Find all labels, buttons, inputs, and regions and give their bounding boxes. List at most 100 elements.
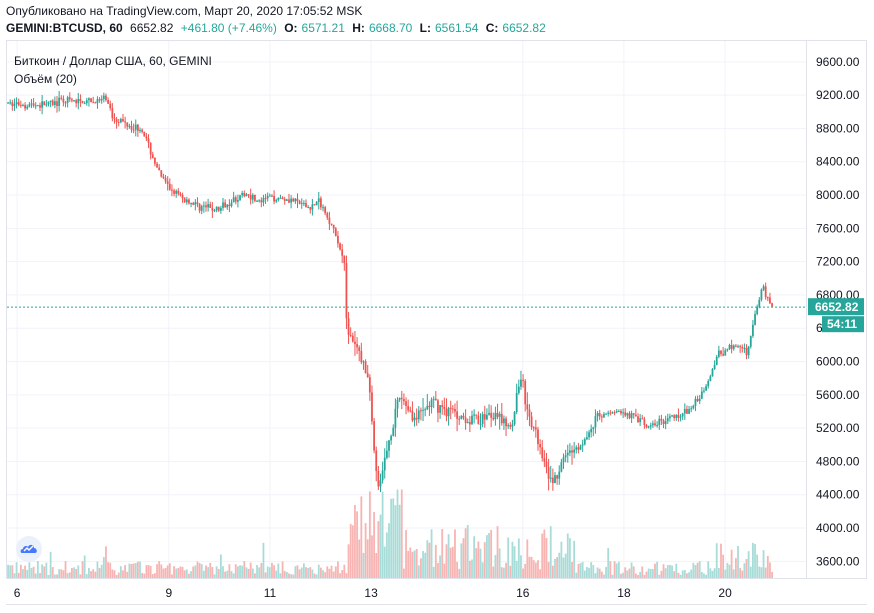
- candle-body: [100, 98, 103, 101]
- candle-body: [541, 447, 544, 459]
- candle-body: [154, 157, 156, 164]
- candle-body: [656, 425, 659, 427]
- candle-body: [347, 318, 350, 335]
- candle-body: [402, 399, 405, 402]
- candle-body: [288, 199, 290, 203]
- volume-bar: [100, 564, 103, 578]
- candle-body: [560, 462, 563, 472]
- volume-bar: [60, 569, 63, 578]
- candle-body: [102, 95, 105, 99]
- candle-body: [539, 444, 541, 448]
- candle-body: [551, 477, 554, 484]
- volume-bar: [266, 566, 269, 578]
- candle-body: [464, 417, 467, 423]
- candle-body: [745, 347, 748, 356]
- volume-bar: [651, 568, 654, 578]
- volume-bar: [328, 568, 331, 578]
- candle-body: [337, 235, 339, 244]
- volume-bar: [168, 563, 171, 578]
- candle-body: [607, 412, 610, 414]
- volume-bar: [581, 561, 584, 578]
- volume-bar: [362, 552, 365, 578]
- candle-body: [168, 183, 171, 190]
- volume-bar: [11, 565, 14, 578]
- candle-body: [752, 324, 754, 337]
- volume-bar: [711, 570, 714, 578]
- candle-body: [285, 199, 288, 201]
- candle-body: [483, 414, 486, 420]
- candle-body: [19, 104, 22, 106]
- chart-pane[interactable]: [6, 40, 807, 579]
- candle-body: [517, 386, 520, 393]
- candle-body: [417, 410, 420, 420]
- volume-bar: [164, 568, 167, 578]
- volume-bar: [439, 555, 441, 578]
- volume-bar: [288, 573, 290, 578]
- candle-body: [726, 349, 729, 351]
- candle-body: [520, 379, 522, 387]
- volume-bar: [9, 565, 12, 578]
- candle-body: [637, 416, 639, 423]
- candle-body: [322, 207, 324, 209]
- volume-bar: [381, 491, 384, 578]
- volume-bar: [600, 571, 603, 578]
- volume-bar: [409, 547, 412, 578]
- volume-bar: [226, 570, 229, 578]
- candle-body: [622, 412, 624, 414]
- candle-body: [705, 386, 707, 391]
- volume-bar: [573, 540, 576, 578]
- volume-legend[interactable]: Объём (20): [14, 72, 77, 86]
- volume-bar: [460, 543, 463, 578]
- volume-bar: [217, 568, 220, 578]
- candle-body: [30, 103, 33, 105]
- candle-body: [503, 418, 505, 424]
- candle-body: [522, 379, 524, 381]
- candle-body: [526, 404, 529, 410]
- candle-body: [143, 131, 146, 137]
- volume-bar: [571, 561, 573, 578]
- candle-body: [109, 103, 112, 109]
- volume-bar: [528, 556, 531, 578]
- volume-bar: [681, 570, 684, 578]
- volume-bar: [543, 529, 546, 578]
- volume-bar: [249, 562, 252, 578]
- volume-bar: [713, 568, 716, 578]
- volume-bar: [420, 558, 422, 578]
- y-tick-label: 7200.00: [816, 255, 860, 269]
- volume-bar: [562, 557, 565, 578]
- candle-body: [628, 413, 631, 419]
- volume-bar: [66, 573, 69, 578]
- volume-bar: [586, 566, 588, 578]
- volume-bar: [28, 562, 31, 578]
- volume-bar: [722, 554, 725, 578]
- volume-bar: [79, 574, 82, 578]
- price-axis[interactable]: [807, 40, 867, 579]
- volume-bar: [764, 567, 767, 578]
- volume-bar: [17, 572, 20, 578]
- candle-body: [290, 198, 293, 203]
- y-tick-label: 9600.00: [816, 55, 860, 69]
- time-axis[interactable]: [6, 579, 867, 605]
- series-legend[interactable]: Биткоин / Доллар США, 60, GEMINI: [14, 54, 212, 68]
- volume-bar: [198, 563, 201, 578]
- volume-bar: [385, 532, 388, 578]
- candle-body: [45, 104, 48, 106]
- high-value: 6668.70: [368, 21, 413, 35]
- volume-bar: [388, 523, 390, 578]
- candle-body: [192, 203, 195, 205]
- volume-bar: [560, 541, 563, 578]
- candle-body: [166, 181, 169, 184]
- volume-bar: [634, 573, 637, 578]
- volume-bar: [109, 562, 112, 578]
- volume-bar: [696, 562, 699, 578]
- volume-bar: [230, 571, 233, 578]
- price-tag-label: 6652.82: [815, 300, 859, 314]
- volume-bar: [81, 561, 84, 578]
- candle-body: [381, 470, 384, 481]
- candle-body: [413, 417, 416, 421]
- volume-bar: [177, 568, 180, 578]
- candle-body: [615, 411, 618, 413]
- candle-body: [449, 407, 452, 409]
- tradingview-cloud-icon[interactable]: [16, 536, 42, 562]
- volume-bar: [592, 565, 595, 578]
